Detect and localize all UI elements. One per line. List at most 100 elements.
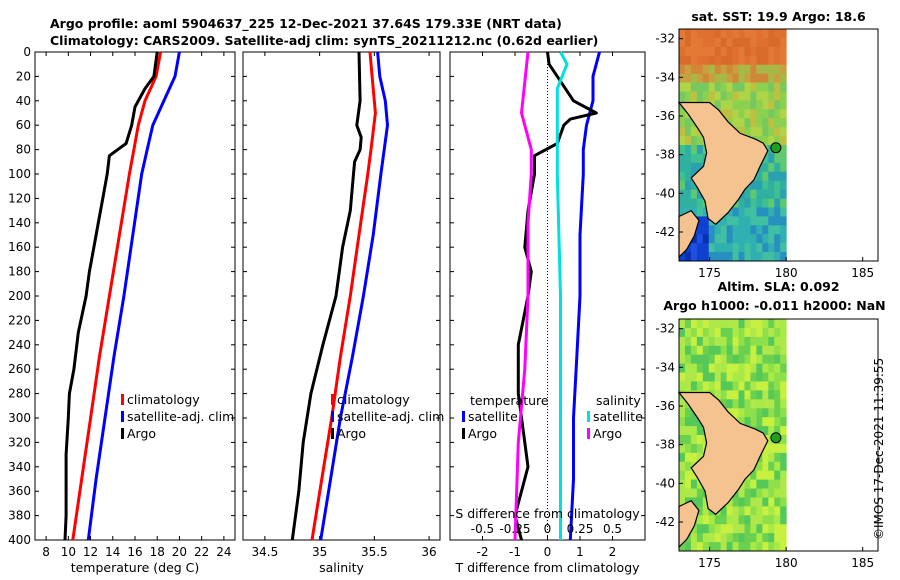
sst-map-cell [750, 82, 757, 92]
sst-map-cell [774, 127, 781, 137]
sla-map-cell [756, 354, 763, 365]
sla-map-cell [738, 488, 745, 498]
sla-map-cell [679, 372, 686, 382]
sla-map-cell [726, 381, 734, 391]
sst-map-cell [762, 82, 769, 92]
sst-map-cell [690, 64, 698, 75]
sla-map-cell [780, 497, 787, 507]
sla-map-cell [780, 426, 787, 436]
sst-map-ytick-label: -36 [655, 109, 675, 123]
sst-map-cell [762, 207, 769, 217]
sst-map-cell [732, 252, 740, 262]
sla-map-cell [708, 515, 716, 525]
sla-map-cell [744, 524, 751, 534]
sst-map-cell [732, 216, 740, 226]
sla-map-cell [726, 354, 734, 365]
sst-map-cell [744, 100, 751, 110]
sst-map-cell [762, 136, 769, 146]
sst-map-cell [720, 46, 728, 57]
sla-map-cell [756, 363, 763, 374]
sla-map-cell [738, 372, 745, 382]
sst-map-cell [708, 252, 716, 262]
sla-map-cell [696, 479, 704, 490]
sla-map-cell [690, 479, 698, 490]
sst-map-cell [702, 55, 710, 66]
sst-map-cell [756, 180, 763, 191]
sla-map-cell [679, 417, 686, 427]
temperature-legend-label: satellite-adj. clim [127, 409, 234, 424]
sla-map-cell [756, 542, 763, 552]
sla-map-cell [768, 381, 775, 391]
sst-map-cell [774, 100, 781, 110]
sla-map-cell [774, 417, 781, 427]
sst-map-cell [738, 73, 745, 84]
sla-map-cell [768, 533, 775, 543]
sla-map-cell [690, 417, 698, 427]
sla-map-cell [702, 524, 710, 534]
sst-map-cell [690, 252, 698, 262]
sla-map-cell [690, 354, 698, 365]
temperature-series-argo [63, 51, 159, 541]
sst-map-cell [744, 127, 751, 137]
sla-map-cell [702, 506, 710, 516]
sst-map-cell [690, 145, 698, 155]
salinity-legend-swatch [331, 428, 334, 439]
difference-legend-header-temperature: temperature [470, 393, 549, 408]
sla-map-cell [750, 479, 757, 490]
sla-map-cell [750, 345, 757, 356]
depth-tick-label: 320 [8, 435, 31, 449]
sst-map-cell [750, 198, 757, 208]
sst-map-cell [768, 109, 775, 119]
sla-map-xtick-label: 185 [851, 556, 874, 570]
sst-map-cell [690, 73, 698, 84]
sla-map-xtick-label: 175 [698, 556, 721, 570]
sla-map-cell [714, 336, 722, 347]
sla-map-cell [690, 327, 698, 338]
sla-map-cell [720, 515, 728, 525]
temperature-xtick-label: 18 [150, 545, 165, 559]
sla-map-cell [714, 381, 722, 391]
sla-map-cell [768, 461, 775, 472]
sla-map-cell [684, 408, 692, 418]
sla-map-cell [762, 470, 769, 481]
sst-map-cell [768, 29, 775, 39]
sst-map-cell [679, 55, 686, 66]
sla-map-cell [679, 354, 686, 365]
sla-map-cell [780, 443, 787, 454]
sla-map-cell [690, 372, 698, 382]
sla-map-cell [690, 524, 698, 534]
sst-map-cell [780, 198, 787, 208]
sla-map-cell [696, 327, 704, 338]
sla-map-cell [768, 372, 775, 382]
sst-map-cell [720, 64, 728, 75]
sla-map-cell [774, 443, 781, 454]
temperature-xtick-label: 16 [127, 545, 142, 559]
sst-map-cell [756, 198, 763, 208]
sst-map-cell [738, 225, 745, 235]
sst-map-cell [780, 100, 787, 110]
sla-map-cell [780, 363, 787, 374]
sla-map-cell [744, 345, 751, 356]
sla-map-cell [768, 363, 775, 374]
sst-map-cell [780, 216, 787, 226]
sla-map-cell [750, 327, 757, 338]
sla-map-cell [690, 542, 698, 552]
sst-map-cell [774, 171, 781, 182]
temperature-xtick-label: 12 [83, 545, 98, 559]
sla-map-cell [750, 399, 757, 409]
sst-map-cell [732, 55, 740, 66]
sst-map-cell [762, 162, 769, 173]
depth-tick-label: 200 [8, 289, 31, 303]
sla-map-cell [738, 363, 745, 374]
sst-map-cell [768, 243, 775, 253]
sla-map-cell [726, 542, 734, 552]
sla-map-cell [679, 327, 686, 338]
sla-map-cell [756, 479, 763, 490]
sst-map-cell [750, 29, 757, 39]
sla-map-cell [780, 336, 787, 347]
sla-map-cell [696, 524, 704, 534]
temperature-xtick-label: 20 [172, 545, 187, 559]
sla-map-cell [762, 408, 769, 418]
sst-map-cell [756, 225, 763, 235]
sst-map-cell [774, 243, 781, 253]
